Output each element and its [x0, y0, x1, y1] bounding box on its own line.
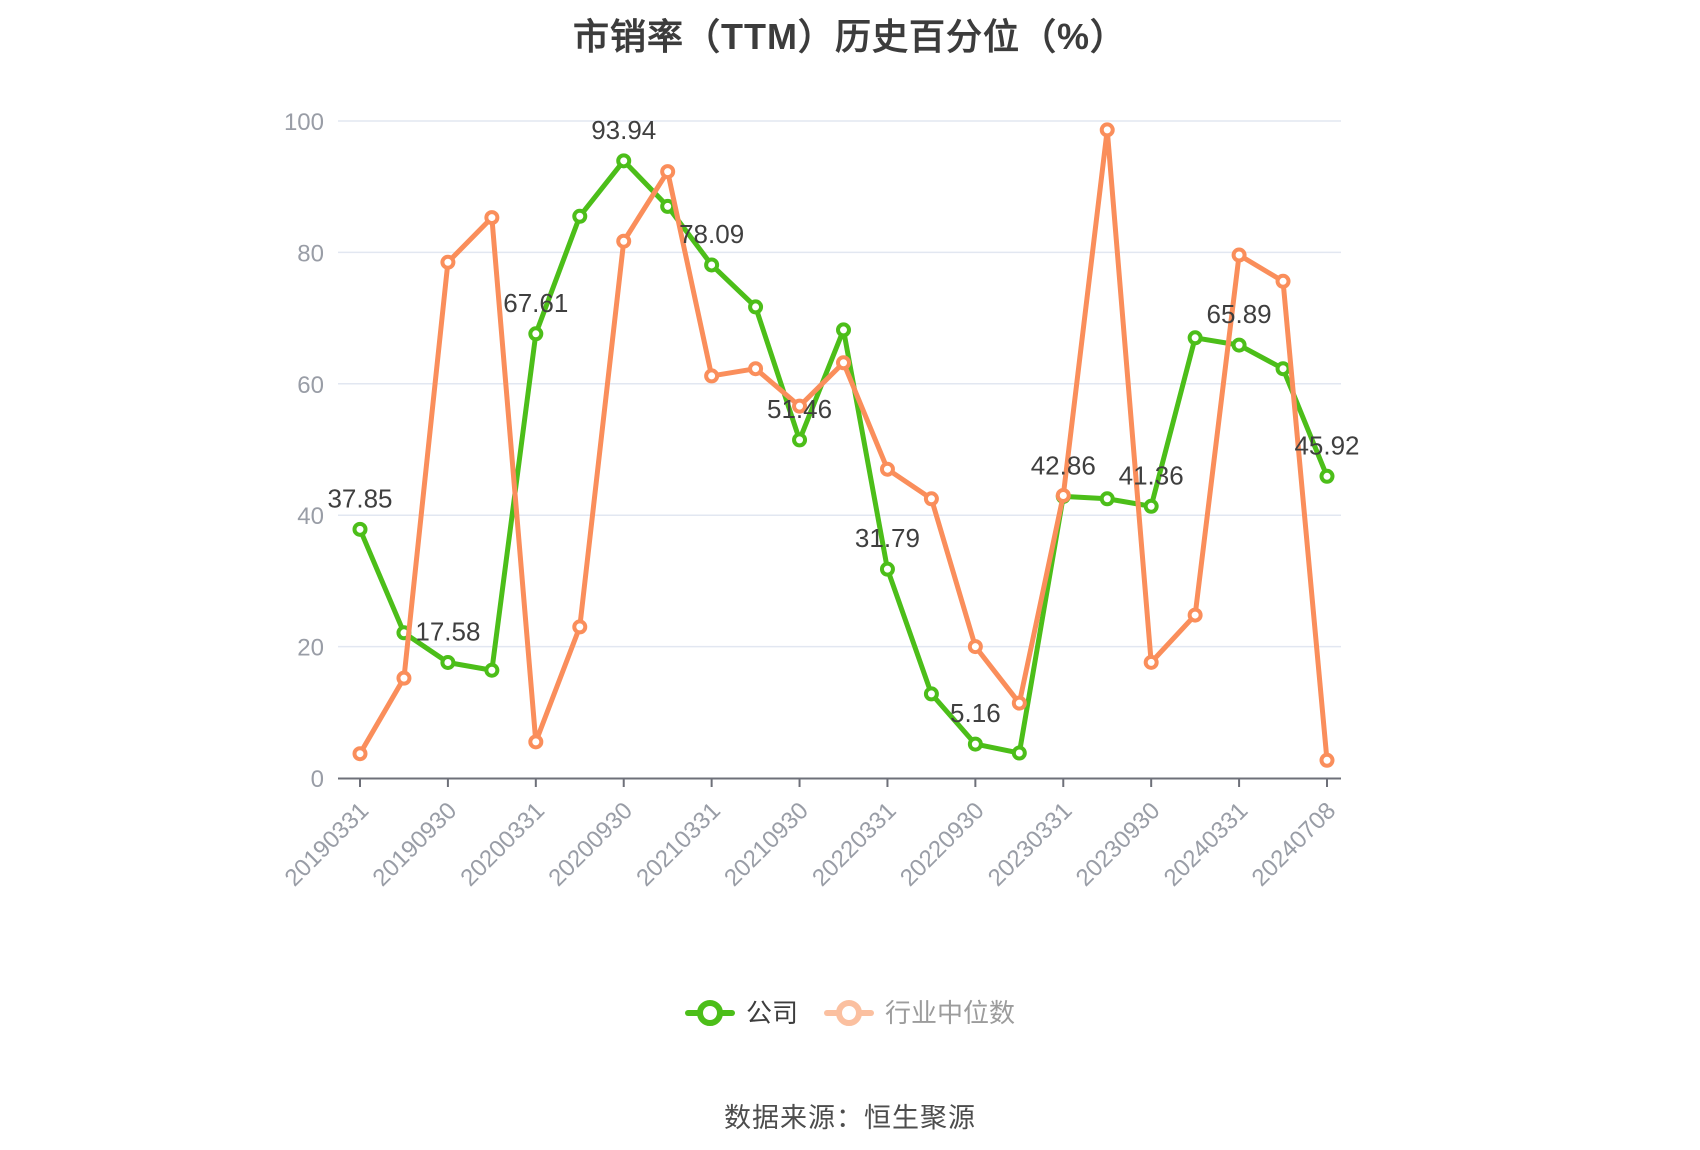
x-axis-tick-label: 20190930	[368, 797, 463, 892]
industry-median-series-legend-label: 行业中位数	[885, 998, 1016, 1028]
industry-median-series-point[interactable]	[1055, 487, 1071, 503]
company-series-point[interactable]	[923, 686, 939, 702]
industry-median-series-line	[357, 127, 1330, 763]
industry-median-series	[352, 122, 1335, 768]
company-series-point[interactable]	[748, 299, 764, 315]
company-series	[352, 153, 1335, 761]
x-axis-tick-label: 20210331	[631, 797, 726, 892]
data-label: 41.36	[1119, 460, 1184, 490]
industry-median-series-point[interactable]	[1099, 122, 1115, 138]
data-label: 31.79	[855, 523, 920, 553]
x-axis-labels: 2019033120190930202003312020093020210331…	[280, 797, 1342, 892]
company-series-point[interactable]	[879, 561, 895, 577]
data-source-note: 数据来源：恒生聚源	[724, 1103, 976, 1133]
industry-median-series-legend-icon	[824, 1000, 874, 1026]
x-axis-tick-label: 20210930	[719, 797, 814, 892]
x-axis	[338, 777, 1341, 787]
x-axis-tick-label: 20200331	[455, 797, 550, 892]
company-series-point[interactable]	[660, 198, 676, 214]
data-label: 17.58	[415, 616, 480, 646]
industry-median-series-point[interactable]	[879, 461, 895, 477]
company-series-point[interactable]	[1319, 468, 1335, 484]
company-series-point[interactable]	[1231, 337, 1247, 353]
company-series-point[interactable]	[352, 521, 368, 537]
industry-median-series-point[interactable]	[616, 233, 632, 249]
data-labels: 37.85 17.58 67.61 93.94 78.09 51.46 31.79 5.16 4…	[327, 115, 1359, 728]
company-series-point[interactable]	[1187, 330, 1203, 346]
company-series-point[interactable]	[1099, 491, 1115, 507]
company-series-point[interactable]	[704, 257, 720, 273]
industry-median-series-point[interactable]	[660, 164, 676, 180]
y-axis-tick-label: 0	[311, 766, 324, 793]
company-series-point[interactable]	[1275, 361, 1291, 377]
y-gridlines	[338, 120, 1341, 648]
industry-median-series-point[interactable]	[967, 639, 983, 655]
industry-median-series-point[interactable]	[1187, 607, 1203, 623]
data-label: 67.61	[503, 288, 568, 318]
data-label: 42.86	[1031, 450, 1096, 480]
y-axis-tick-label: 60	[297, 372, 324, 399]
industry-median-series-point[interactable]	[704, 368, 720, 384]
data-label: 93.94	[591, 115, 656, 145]
industry-median-series-point[interactable]	[748, 361, 764, 377]
x-axis-tick-label: 20240708	[1247, 797, 1342, 892]
company-series-point[interactable]	[1143, 498, 1159, 514]
industry-median-series-point[interactable]	[1143, 654, 1159, 670]
industry-median-series-point[interactable]	[836, 355, 851, 371]
company-series-point[interactable]	[1011, 745, 1027, 761]
legend-item-industry-median[interactable]: 行业中位数	[824, 999, 1015, 1027]
data-label: 65.89	[1207, 299, 1272, 329]
data-label: 78.09	[679, 219, 744, 249]
industry-median-series-point[interactable]	[528, 734, 544, 750]
industry-median-series-point[interactable]	[1011, 695, 1027, 711]
company-series-legend-label: 公司	[745, 998, 798, 1028]
x-axis-tick-label: 20200930	[543, 797, 638, 892]
y-axis-labels: 0 20 40 60 80 100	[284, 109, 324, 793]
x-axis-tick-label: 20220331	[807, 797, 902, 892]
x-axis-tick-label: 20230331	[983, 797, 1078, 892]
industry-median-series-point[interactable]	[352, 746, 368, 762]
company-series-legend-icon	[684, 1000, 735, 1026]
data-label: 5.16	[950, 698, 1001, 728]
y-axis-tick-label: 40	[297, 503, 324, 530]
company-series-point[interactable]	[484, 662, 500, 678]
y-axis-tick-label: 100	[284, 109, 324, 136]
company-series-legend-ring-icon	[696, 1000, 723, 1026]
company-series-point[interactable]	[967, 736, 983, 752]
industry-median-series-point[interactable]	[923, 491, 939, 507]
industry-median-series-point[interactable]	[484, 210, 500, 226]
company-series-point[interactable]	[572, 208, 588, 224]
x-axis-tick-label: 20190331	[280, 797, 375, 892]
y-axis-tick-label: 80	[297, 240, 324, 267]
x-axis-tick-label: 20240331	[1159, 797, 1254, 892]
company-series-point[interactable]	[528, 326, 544, 342]
data-label: 37.85	[327, 483, 392, 513]
industry-median-series-point[interactable]	[792, 398, 808, 414]
industry-median-series-point[interactable]	[440, 254, 456, 270]
legend-item-company[interactable]: 公司	[684, 998, 798, 1028]
data-label: 51.46	[767, 394, 832, 424]
industry-median-series-point[interactable]	[572, 619, 588, 635]
legend: 公司 行业中位数	[0, 999, 1700, 1027]
company-series-point[interactable]	[440, 654, 456, 670]
industry-median-series-point[interactable]	[1231, 247, 1247, 263]
industry-median-series-legend-ring-icon	[836, 1000, 862, 1026]
industry-median-series-point[interactable]	[1319, 752, 1335, 768]
company-series-line	[357, 158, 1330, 756]
chart-title: 市销率（TTM）历史百分位（%）	[573, 16, 1127, 57]
y-axis-tick-label: 20	[297, 635, 324, 662]
company-series-point[interactable]	[792, 432, 808, 448]
industry-median-series-point[interactable]	[396, 670, 412, 686]
data-label: 45.92	[1294, 430, 1359, 460]
x-axis-tick-label: 20230930	[1071, 797, 1166, 892]
company-series-point[interactable]	[836, 322, 851, 338]
company-series-point[interactable]	[616, 153, 632, 169]
line-chart-plot[interactable]: 0 20 40 60 80 100 2019033120190930202003312020…	[0, 0, 1700, 960]
industry-median-series-point[interactable]	[1275, 273, 1291, 289]
x-axis-tick-label: 20220930	[895, 797, 990, 892]
